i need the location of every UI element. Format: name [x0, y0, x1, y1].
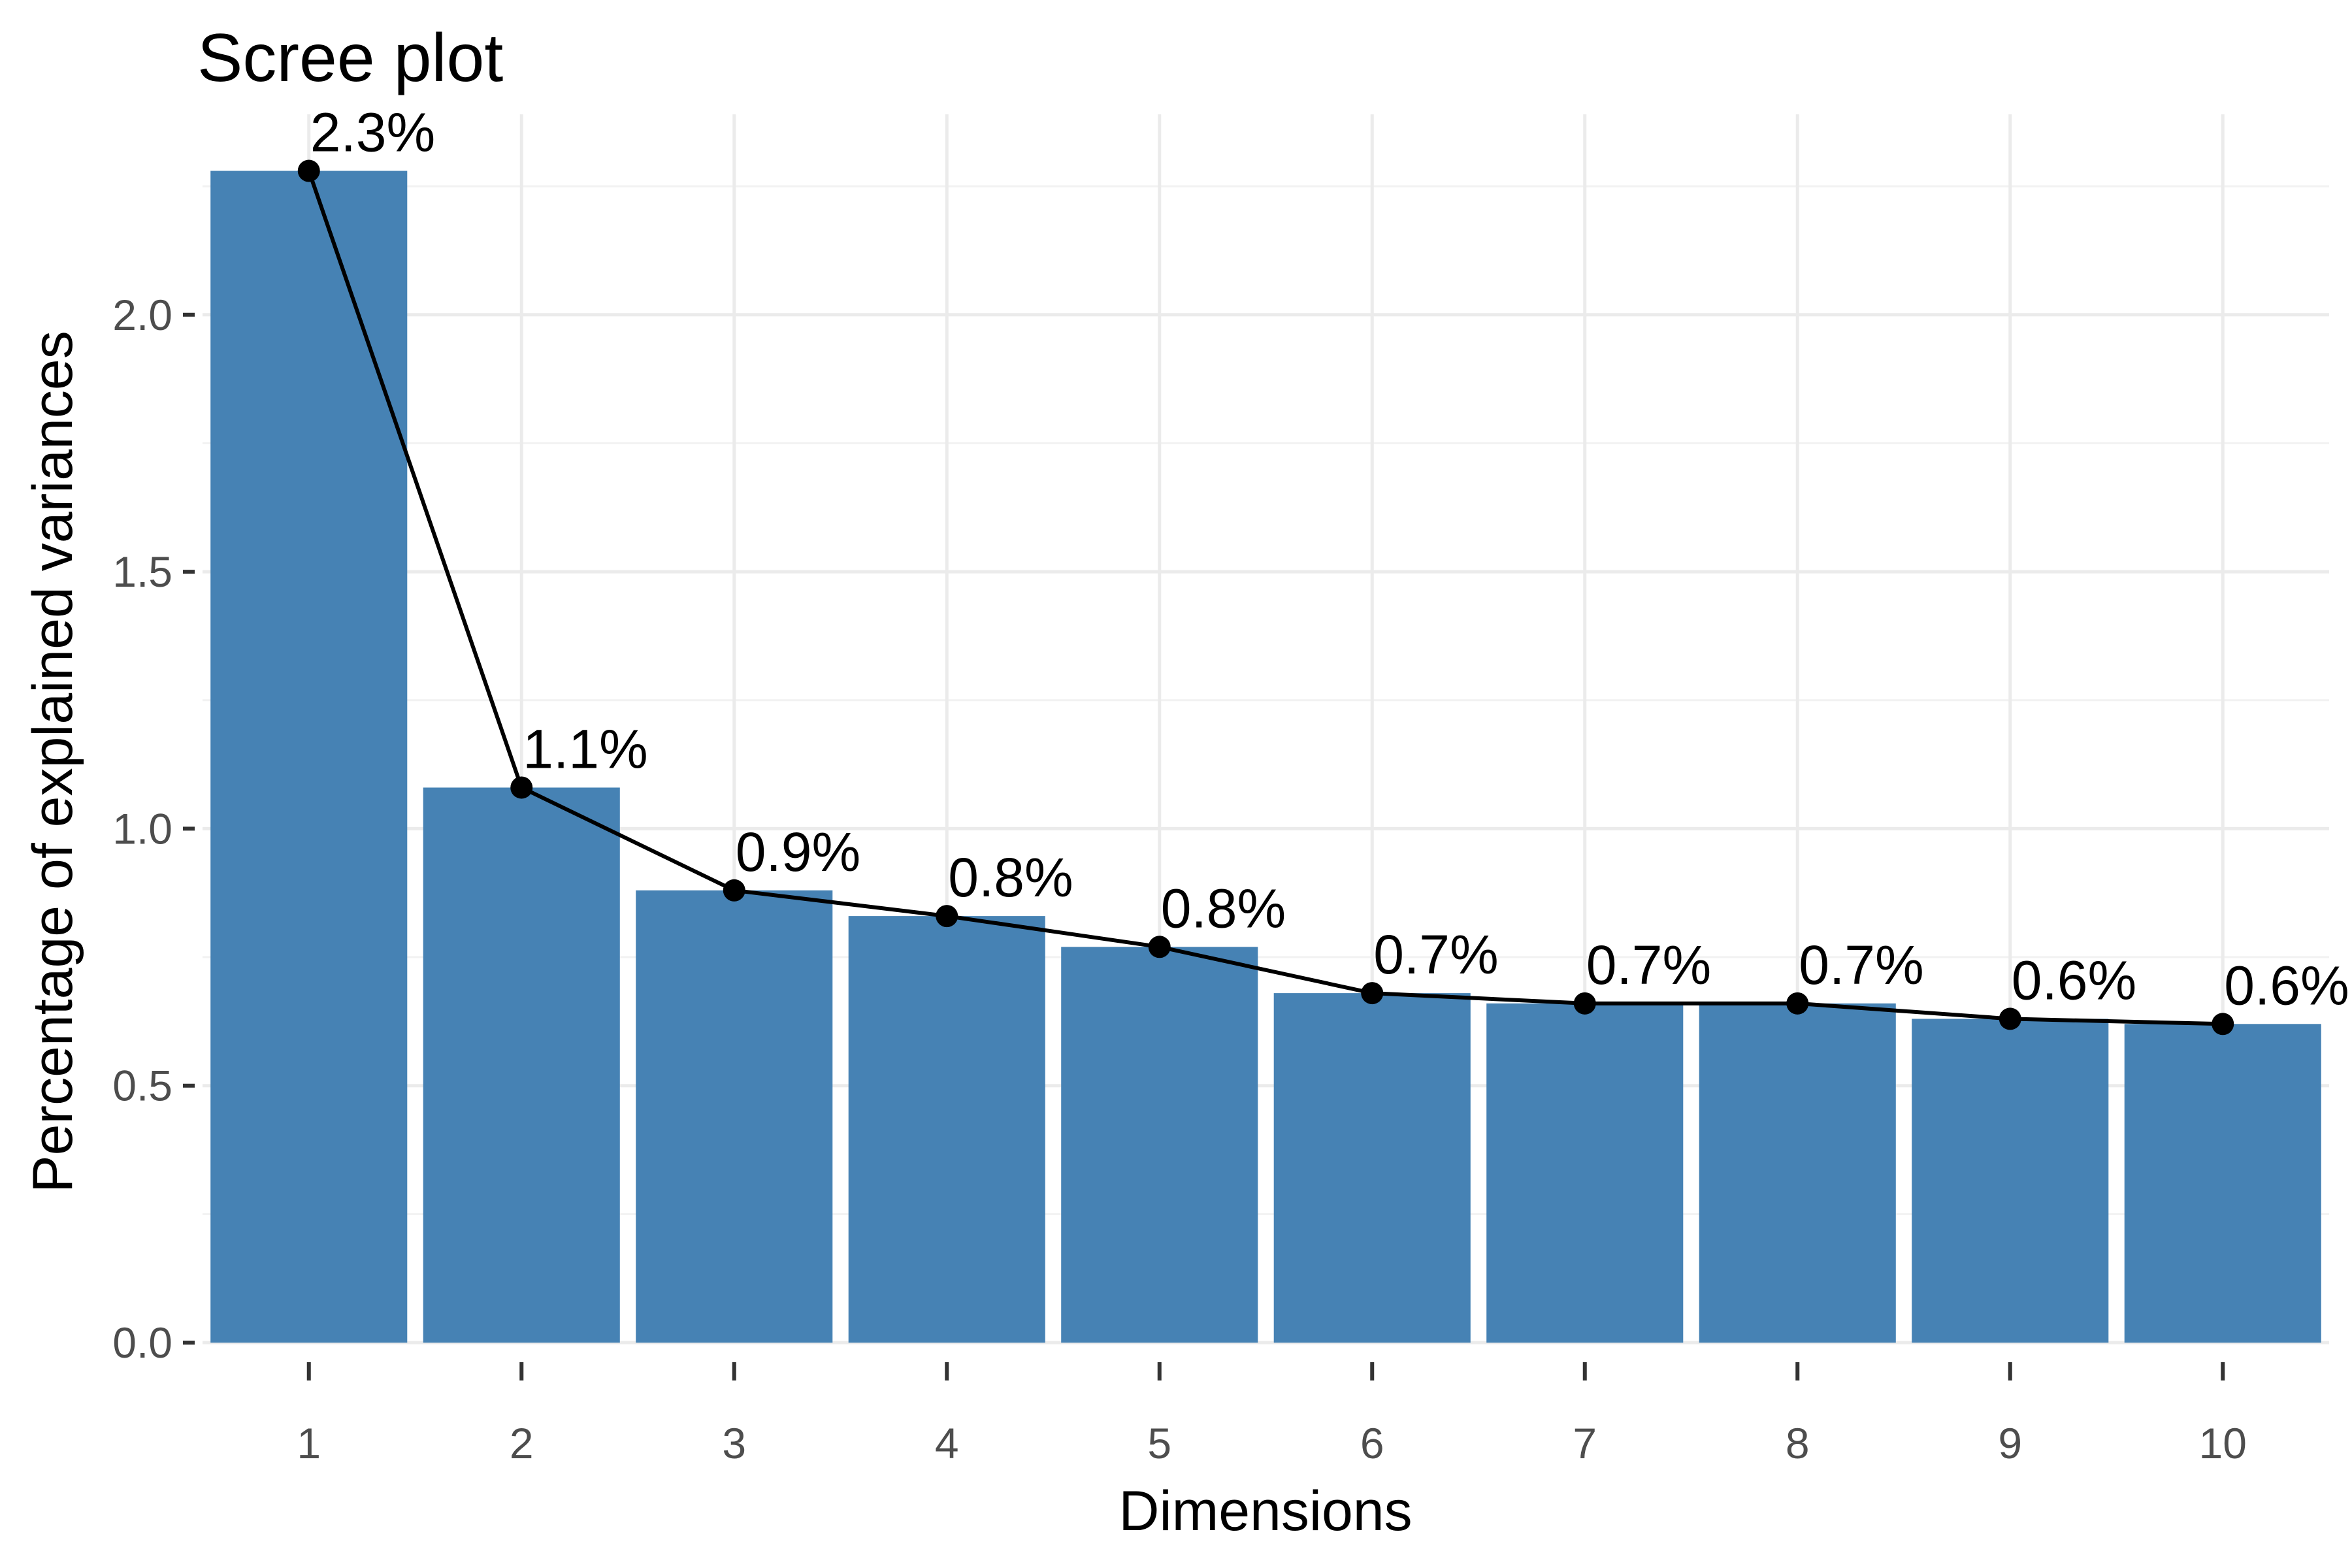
x-tick-label-6: 6	[1360, 1419, 1384, 1467]
bars	[210, 171, 2321, 1343]
point-2	[510, 776, 533, 799]
point-1	[297, 159, 320, 182]
x-tick-label-8: 8	[1786, 1419, 1810, 1467]
data-labels: 2.3% 1.1% 0.9% 0.8% 0.8% 0.7% 0.7% 0.7% 0.6% 0.6%	[310, 102, 2349, 1017]
x-tick-label-2: 2	[510, 1419, 534, 1467]
bar-2	[423, 787, 620, 1343]
bar-1	[210, 171, 408, 1343]
x-tick-label-4: 4	[935, 1419, 959, 1467]
x-axis: 1 2 3 4 5 6 7 8 9 10	[297, 1362, 2247, 1467]
point-8	[1786, 992, 1809, 1015]
data-label-8: 0.7%	[1799, 934, 1923, 996]
y-axis-title: Percentage of explained variances	[22, 331, 84, 1193]
y-axis: 0.0 0.5 1.0 1.5 2.0	[112, 291, 195, 1367]
point-5	[1148, 936, 1171, 958]
bar-8	[1699, 1003, 1896, 1343]
point-4	[936, 905, 958, 928]
point-9	[1999, 1007, 2021, 1030]
y-tick-label: 0.0	[112, 1318, 172, 1367]
x-axis-title: Dimensions	[1119, 1480, 1412, 1543]
y-tick-label: 0.5	[112, 1062, 172, 1110]
point-7	[1573, 992, 1596, 1015]
bar-5	[1061, 947, 1258, 1343]
bar-10	[2124, 1024, 2321, 1343]
data-label-9: 0.6%	[2012, 949, 2136, 1011]
data-label-3: 0.9%	[736, 821, 860, 883]
data-label-1: 2.3%	[310, 102, 435, 163]
bar-9	[1912, 1019, 2109, 1343]
x-tick-label-5: 5	[1147, 1419, 1171, 1467]
data-label-6: 0.7%	[1373, 924, 1498, 985]
point-10	[2212, 1013, 2234, 1036]
bar-4	[848, 916, 1045, 1343]
variance-line	[306, 170, 2223, 1026]
points	[297, 159, 2234, 1036]
data-label-5: 0.8%	[1161, 877, 1286, 939]
chart-title: Scree plot	[197, 20, 503, 96]
point-6	[1361, 982, 1384, 1005]
y-tick-label: 2.0	[112, 291, 172, 339]
y-tick-label: 1.5	[112, 547, 172, 596]
x-tick-label-10: 10	[2199, 1419, 2247, 1467]
x-tick-label-1: 1	[297, 1419, 321, 1467]
bar-6	[1273, 993, 1471, 1343]
point-3	[723, 879, 745, 902]
x-tick-label-7: 7	[1573, 1419, 1597, 1467]
bar-3	[636, 890, 833, 1343]
y-tick-label: 1.0	[112, 804, 172, 853]
data-label-10: 0.6%	[2224, 955, 2349, 1016]
bar-7	[1486, 1003, 1684, 1343]
line-layer	[306, 170, 2223, 1026]
data-label-4: 0.8%	[948, 847, 1073, 908]
data-label-2: 1.1%	[523, 718, 647, 779]
x-tick-label-3: 3	[722, 1419, 746, 1467]
data-label-7: 0.7%	[1586, 934, 1711, 996]
x-tick-label-9: 9	[1998, 1419, 2022, 1467]
